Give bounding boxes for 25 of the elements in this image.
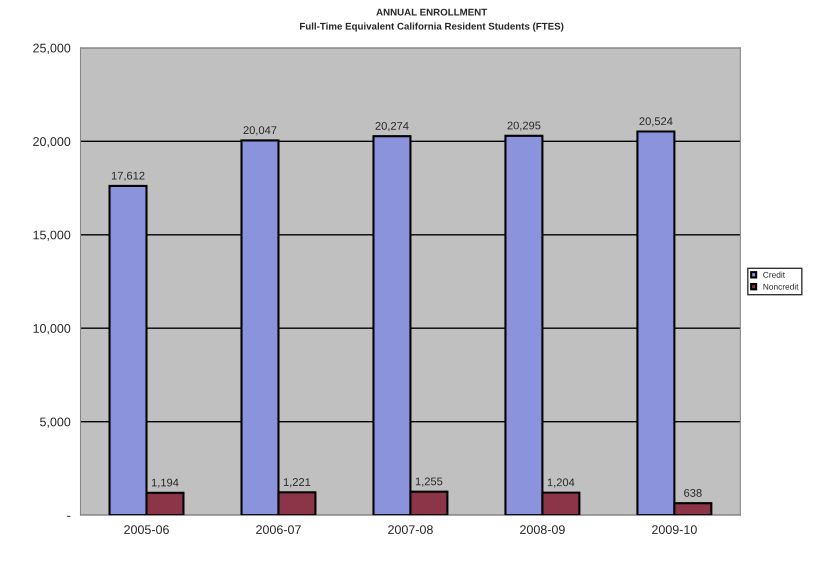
data-label: 20,295 — [508, 122, 540, 131]
data-label: 20,274 — [376, 122, 409, 132]
x-tick-label: 2007-08 — [388, 525, 433, 534]
legend-label: Credit — [763, 272, 785, 278]
data-label: 1,194 — [152, 478, 179, 488]
y-tick-label: 20,000 — [33, 137, 70, 148]
x-tick-label: 2009-10 — [652, 525, 697, 534]
x-tick-label: 2005-06 — [124, 525, 169, 534]
data-label: 638 — [684, 488, 702, 497]
data-label: 20,047 — [244, 126, 276, 136]
y-tick-label: 5,000 — [40, 417, 70, 428]
data-label: 1,204 — [548, 478, 574, 488]
x-tick-label: 2006-07 — [256, 525, 301, 534]
y-tick-label: 10,000 — [34, 324, 70, 334]
data-label: 1,221 — [284, 478, 310, 488]
data-label: 20,524 — [639, 117, 673, 126]
chart-title: ANNUAL ENROLLMENT — [376, 8, 488, 16]
data-label: 17,612 — [112, 172, 144, 181]
y-tick-label: - — [67, 516, 70, 517]
y-tick-label: 25,000 — [33, 44, 70, 54]
y-tick-label: 15,000 — [34, 230, 70, 241]
legend-label: Noncredit — [764, 284, 798, 290]
data-label: 1,255 — [416, 477, 442, 487]
chart-subtitle: Full-Time Equivalent California Resident Students (FTES) — [300, 22, 564, 32]
x-tick-label: 2008-09 — [520, 525, 565, 534]
